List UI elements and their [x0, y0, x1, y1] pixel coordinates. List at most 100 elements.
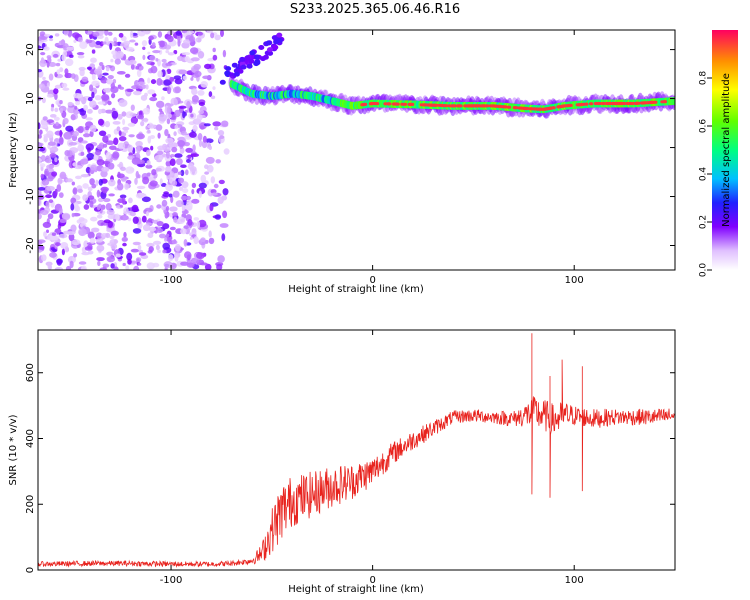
x-tick-label: -100 [160, 575, 183, 586]
signal-peak-cell [503, 105, 508, 109]
figure-title: S233.2025.365.06.46.R16 [289, 2, 461, 17]
noise-cell [137, 262, 142, 266]
noise-cell [189, 236, 193, 240]
noise-cell [184, 251, 192, 259]
noise-cell [56, 69, 61, 75]
noise-cell [126, 252, 133, 261]
noise-cell [172, 180, 178, 187]
noise-cell [185, 202, 193, 210]
noise-branch-cell [239, 56, 246, 62]
noise-cell [40, 173, 44, 179]
signal-peak-cell [506, 105, 512, 109]
spectrogram-y-label: Frequency (Hz) [8, 112, 19, 188]
noise-cell [141, 40, 148, 47]
noise-cell [158, 108, 163, 112]
noise-branch-cell [233, 71, 240, 77]
noise-cell [89, 130, 94, 138]
noise-cell [39, 59, 47, 68]
noise-cell [222, 188, 229, 196]
noise-cell [205, 138, 214, 144]
noise-cell [127, 122, 136, 127]
noise-cell [117, 198, 125, 204]
noise-cell [42, 116, 48, 121]
signal-peak-cell [443, 104, 449, 108]
noise-cell [190, 113, 194, 118]
signal-peak-cell [434, 103, 439, 107]
noise-cell [174, 153, 183, 158]
noise-cell [181, 181, 189, 189]
noise-cell [163, 79, 172, 86]
noise-cell [214, 214, 222, 220]
noise-cell [43, 231, 47, 238]
noise-cell [40, 209, 49, 216]
noise-cell [180, 164, 187, 168]
noise-cell [147, 51, 151, 55]
noise-cell [155, 124, 163, 131]
noise-cell [101, 94, 110, 101]
noise-cell [38, 122, 41, 130]
noise-cell [137, 63, 142, 67]
noise-cell [193, 63, 201, 70]
noise-cell [170, 154, 175, 158]
noise-cell [81, 251, 90, 256]
noise-cell [156, 204, 162, 209]
signal-peak-cell [588, 102, 594, 106]
noise-cell [106, 255, 116, 263]
noise-cell [129, 39, 136, 43]
noise-cell [93, 154, 99, 161]
noise-cell [212, 121, 221, 127]
noise-cell [137, 244, 142, 251]
noise-cell [162, 242, 170, 250]
noise-cell [180, 130, 187, 136]
noise-cell [177, 55, 184, 62]
noise-cell [167, 35, 174, 43]
snr-x-label: Height of straight line (km) [288, 584, 424, 595]
noise-cell [78, 66, 86, 71]
noise-cell [48, 199, 54, 204]
x-tick-label: 100 [565, 575, 584, 586]
noise-cell [87, 108, 93, 114]
noise-cell [117, 113, 123, 120]
noise-cell [120, 214, 129, 221]
noise-cell [87, 231, 95, 239]
noise-cell [162, 249, 167, 254]
noise-cell [203, 123, 211, 127]
noise-cell [85, 143, 95, 151]
noise-cell [95, 40, 101, 45]
noise-cell [222, 49, 227, 58]
noise-cell [47, 213, 54, 220]
noise-cell [91, 73, 96, 81]
noise-cell [194, 70, 202, 78]
noise-cell [70, 203, 75, 211]
noise-cell [38, 134, 42, 139]
noise-cell [204, 164, 209, 169]
snr-panel: -100 0 100 0 200 400 600 Height of straight l… [8, 329, 676, 595]
noise-cell [46, 164, 54, 170]
noise-cell [65, 125, 74, 132]
noise-cell [39, 129, 43, 135]
noise-branch-cell [277, 37, 283, 43]
noise-cell [157, 31, 163, 38]
noise-cell [191, 95, 199, 103]
noise-cell [77, 36, 83, 43]
snr-y-label: SNR (10 * v/v) [8, 414, 19, 485]
noise-cell [154, 154, 164, 161]
noise-cell [61, 248, 65, 256]
noise-cell [71, 212, 75, 218]
noise-cell [208, 91, 213, 98]
noise-cell [130, 104, 135, 111]
noise-cell [174, 254, 179, 262]
noise-cell [153, 240, 162, 245]
noise-cell [219, 223, 229, 228]
noise-cell [51, 171, 58, 177]
noise-cell [191, 88, 198, 96]
noise-cell [95, 150, 101, 156]
noise-cell [110, 58, 114, 63]
noise-cell [147, 89, 156, 95]
noise-cell [40, 125, 48, 129]
noise-cell [81, 76, 89, 83]
noise-cell [106, 78, 113, 85]
noise-cell [181, 52, 191, 56]
noise-cell [46, 93, 54, 98]
